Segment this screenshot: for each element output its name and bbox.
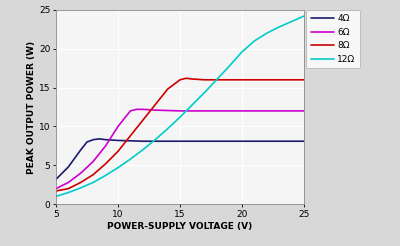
6Ω: [66, 181, 71, 184]
4Ω: [66, 165, 71, 168]
12Ω: [178, 116, 182, 119]
Line: 4Ω: 4Ω: [56, 139, 304, 179]
8Ω: [165, 88, 170, 91]
8Ω: [54, 189, 58, 192]
8Ω: [103, 162, 108, 165]
X-axis label: POWER-SUPPLY VOLTAGE (V): POWER-SUPPLY VOLTAGE (V): [107, 221, 253, 231]
12Ω: [78, 186, 83, 189]
6Ω: [116, 125, 120, 128]
12Ω: [128, 158, 133, 161]
8Ω: [184, 77, 189, 80]
4Ω: [302, 140, 306, 143]
8Ω: [91, 173, 96, 176]
4Ω: [54, 178, 58, 181]
12Ω: [91, 181, 96, 184]
8Ω: [128, 134, 133, 137]
4Ω: [78, 148, 83, 151]
12Ω: [202, 91, 207, 94]
12Ω: [140, 148, 145, 151]
12Ω: [264, 32, 269, 35]
6Ω: [128, 109, 133, 112]
8Ω: [66, 187, 71, 190]
Legend: 4Ω, 6Ω, 8Ω, 12Ω: 4Ω, 6Ω, 8Ω, 12Ω: [306, 10, 360, 68]
Line: 12Ω: 12Ω: [56, 16, 304, 196]
4Ω: [91, 138, 96, 141]
4Ω: [178, 140, 182, 143]
6Ω: [178, 109, 182, 112]
6Ω: [302, 109, 306, 112]
Line: 6Ω: 6Ω: [56, 109, 304, 189]
4Ω: [116, 139, 120, 142]
12Ω: [103, 174, 108, 177]
6Ω: [103, 144, 108, 147]
8Ω: [240, 78, 244, 81]
4Ω: [140, 140, 145, 143]
8Ω: [140, 119, 145, 122]
8Ω: [178, 78, 182, 81]
Y-axis label: PEAK OUTPUT POWER (W): PEAK OUTPUT POWER (W): [27, 40, 36, 174]
12Ω: [165, 127, 170, 130]
6Ω: [54, 187, 58, 190]
8Ω: [78, 181, 83, 184]
6Ω: [78, 172, 83, 175]
12Ω: [116, 166, 120, 169]
12Ω: [289, 20, 294, 23]
12Ω: [227, 64, 232, 67]
6Ω: [153, 109, 158, 112]
4Ω: [85, 140, 90, 143]
12Ω: [240, 50, 244, 53]
6Ω: [240, 109, 244, 112]
6Ω: [140, 108, 145, 111]
8Ω: [302, 78, 306, 81]
12Ω: [190, 103, 195, 106]
Line: 8Ω: 8Ω: [56, 78, 304, 191]
12Ω: [277, 26, 282, 29]
8Ω: [202, 78, 207, 81]
4Ω: [97, 138, 102, 140]
6Ω: [134, 108, 139, 111]
12Ω: [252, 39, 257, 42]
8Ω: [116, 150, 120, 153]
12Ω: [54, 195, 58, 198]
12Ω: [153, 138, 158, 141]
12Ω: [215, 77, 220, 80]
6Ω: [91, 160, 96, 163]
12Ω: [66, 191, 71, 194]
4Ω: [103, 138, 108, 141]
12Ω: [302, 15, 306, 17]
8Ω: [153, 103, 158, 106]
4Ω: [240, 140, 244, 143]
8Ω: [190, 77, 195, 80]
